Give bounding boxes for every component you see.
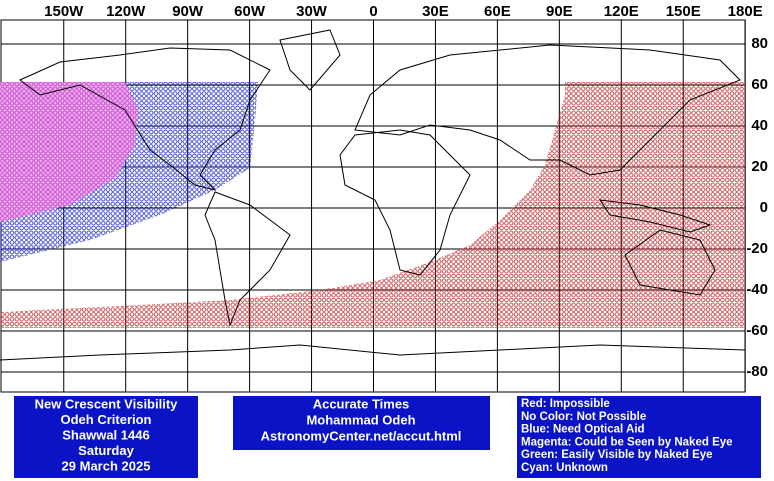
x-tick-label: 30W	[296, 3, 328, 20]
y-tick-label: 60	[751, 76, 768, 93]
x-tick-label: 60E	[484, 3, 511, 20]
info-box	[14, 396, 198, 478]
x-tick-label: 150W	[44, 3, 84, 20]
legend-line: Blue: Need Optical Aid	[521, 424, 645, 436]
legend-line: No Color: Not Possible	[521, 411, 646, 423]
info-line: Odeh Criterion	[60, 412, 151, 427]
info-line: Shawwal 1446	[62, 427, 149, 442]
x-tick-label: 0	[369, 3, 377, 20]
x-tick-label: 180E	[728, 3, 763, 20]
y-tick-label: -40	[746, 281, 768, 298]
x-tick-label: 120W	[106, 3, 146, 20]
legend-line: Red: Impossible	[521, 398, 610, 410]
legend-line: Green: Easily Visible by Naked Eye	[521, 449, 713, 461]
credit-line: Mohammad Odeh	[306, 412, 415, 427]
x-tick-label: 90E	[546, 3, 573, 20]
y-tick-label: 0	[760, 199, 768, 216]
credit-line: Accurate Times	[313, 396, 410, 411]
legend-box	[517, 396, 761, 478]
x-tick-label: 120E	[604, 3, 639, 20]
y-tick-label: -20	[746, 240, 768, 257]
credit-line: AstronomyCenter.net/accut.html	[261, 428, 462, 443]
y-tick-label: -80	[746, 363, 768, 380]
info-line: New Crescent Visibility	[35, 396, 179, 411]
y-tick-label: 20	[751, 158, 768, 175]
y-tick-label: 40	[751, 117, 768, 134]
coastlines	[0, 29, 746, 361]
info-line: Saturday	[78, 443, 134, 458]
legend-line: Cyan: Unknown	[521, 462, 608, 474]
y-tick-label: 80	[751, 35, 768, 52]
region-impossible	[0, 82, 745, 328]
x-tick-label: 150E	[666, 3, 701, 20]
y-tick-label: -60	[746, 322, 768, 339]
region-naked-eye	[0, 82, 138, 222]
info-line: 29 March 2025	[62, 458, 151, 473]
x-tick-label: 90W	[172, 3, 204, 20]
legend-line: Magenta: Could be Seen by Naked Eye	[521, 436, 733, 448]
x-tick-label: 60W	[234, 3, 266, 20]
credit-box	[233, 396, 490, 450]
x-tick-label: 30E	[422, 3, 449, 20]
